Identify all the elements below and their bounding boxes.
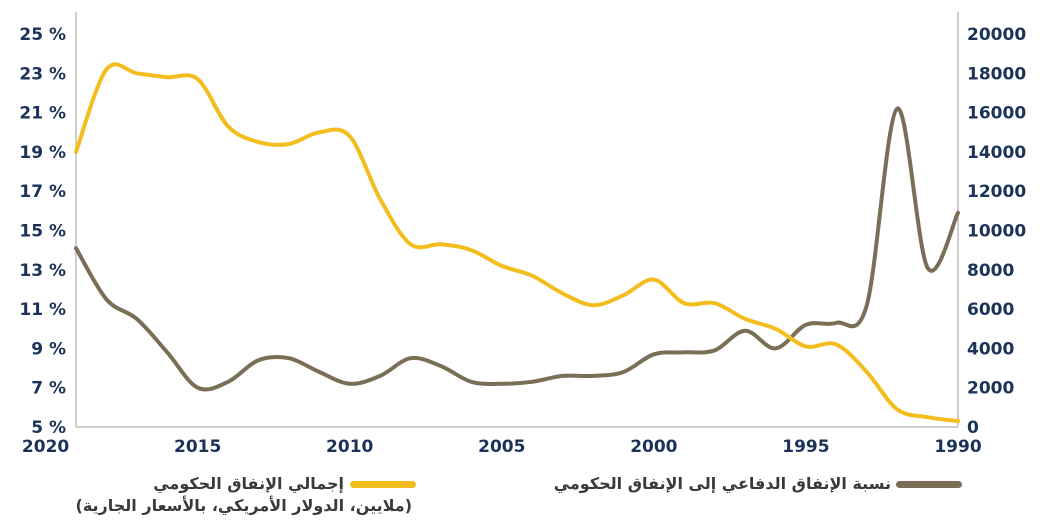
- left-tick-label: 25 %: [19, 25, 66, 45]
- right-axis-ticks: 2000018000160001400012000100008000600040…: [967, 25, 1026, 438]
- legend-swatch-defense: [896, 481, 962, 488]
- right-tick-label: 18000: [967, 64, 1026, 84]
- left-tick-label: 7 %: [31, 379, 66, 399]
- legend-label-defense: نسبة الإنفاق الدفاعي إلى الإنفاق الحكومي: [553, 474, 891, 493]
- series-line-total-spending: [74, 62, 960, 424]
- right-tick-label: 6000: [967, 300, 1014, 320]
- right-tick-label: 8000: [967, 261, 1014, 281]
- left-axis-ticks: 25 % 23 % 21 % 19 % 17 % 15 % 13 % 11 % 9 % 7 % 5 …: [19, 25, 66, 438]
- right-tick-label: 0: [967, 418, 979, 438]
- x-tick-label: 2020: [22, 437, 69, 457]
- right-tick-label: 16000: [967, 104, 1026, 124]
- legend-label-total: إجمالي الإنفاق الحكومي: [153, 474, 344, 493]
- left-tick-label: 13 %: [19, 261, 66, 281]
- left-tick-label: 23 %: [19, 64, 66, 84]
- x-axis-ticks: 2020 2015 2010 2005 2000 1995 1990: [22, 437, 982, 457]
- left-tick-label: 17 %: [19, 182, 66, 202]
- right-tick-label: 2000: [967, 379, 1014, 399]
- series-lines: [74, 62, 960, 424]
- right-tick-label: 4000: [967, 339, 1014, 359]
- x-tick-label: 2010: [326, 437, 373, 457]
- x-tick-label: 1990: [934, 437, 981, 457]
- legend-note-total: (ملايين، الدولار الأمريكي، بالأسعار الجا…: [75, 496, 412, 515]
- left-tick-label: 19 %: [19, 143, 66, 163]
- left-tick-label: 15 %: [19, 222, 66, 242]
- legend-swatch-total: [350, 481, 416, 488]
- left-tick-label: 5 %: [31, 418, 66, 438]
- x-tick-label: 2005: [478, 437, 525, 457]
- chart-axes: [75, 12, 959, 428]
- x-tick-label: 2015: [174, 437, 221, 457]
- x-tick-label: 1995: [782, 437, 829, 457]
- series-line-defense-ratio: [74, 106, 960, 392]
- right-tick-label: 14000: [967, 143, 1026, 163]
- left-tick-label: 11 %: [19, 300, 66, 320]
- right-tick-label: 10000: [967, 222, 1026, 242]
- left-tick-label: 21 %: [19, 104, 66, 124]
- left-tick-label: 9 %: [31, 339, 66, 359]
- right-tick-label: 12000: [967, 182, 1026, 202]
- right-tick-label: 20000: [967, 25, 1026, 45]
- x-tick-label: 2000: [630, 437, 677, 457]
